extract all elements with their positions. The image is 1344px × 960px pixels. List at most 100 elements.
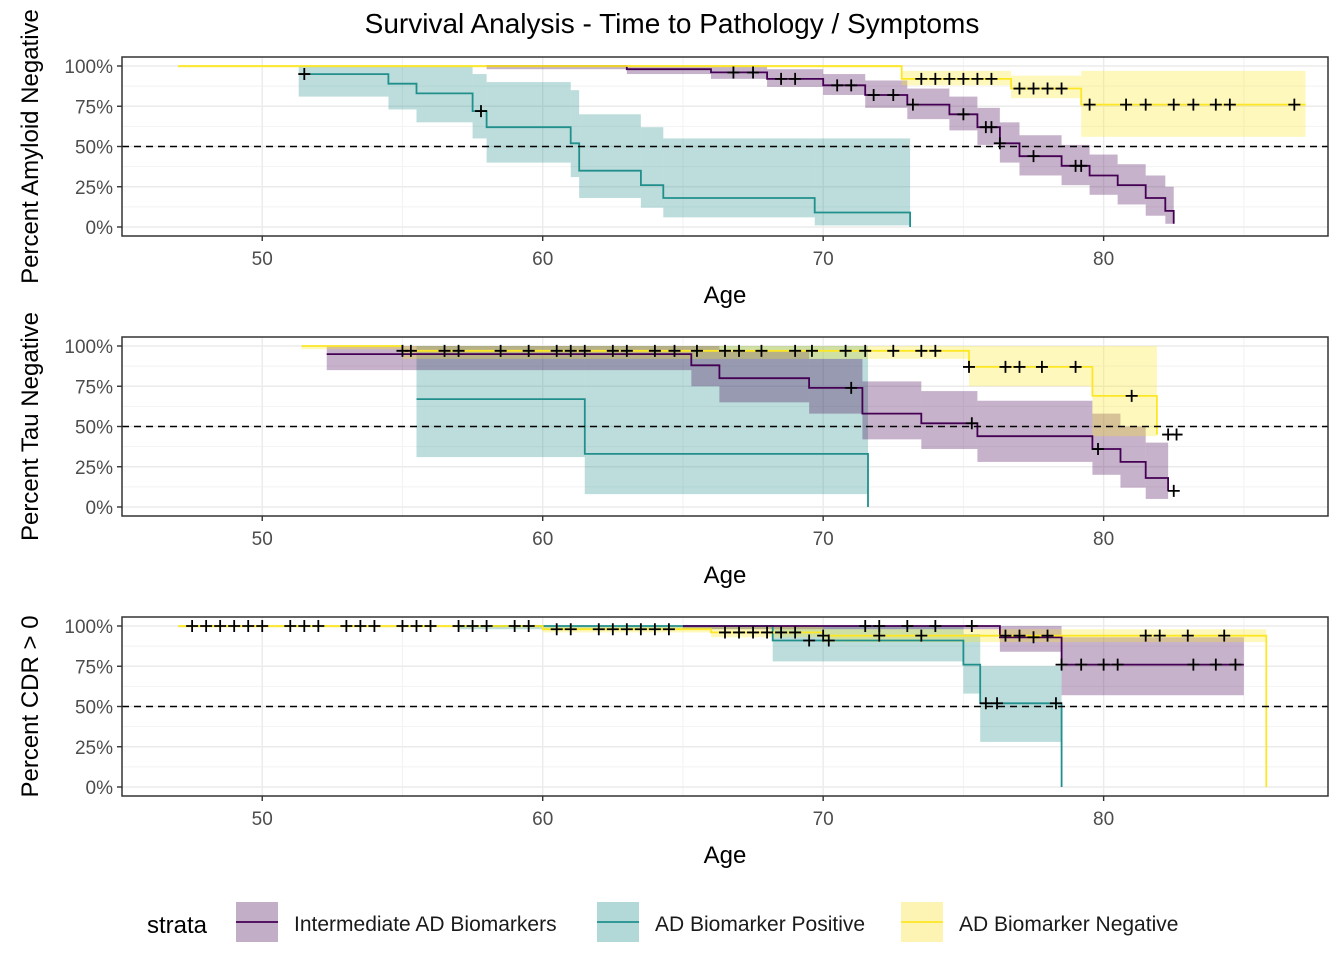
censor-mark [867,88,880,101]
censor-mark [789,344,802,357]
censor-mark [404,344,417,357]
ci-band [486,66,627,70]
survival-line-ad-biomarker-positive [458,625,1063,787]
censor-mark [873,629,886,642]
legend-item-intermediate-ad-biomarkers: Intermediate AD Biomarkers [236,902,557,942]
y-tick-label: 25% [75,178,113,199]
ci-band [298,66,389,97]
censor-mark [1170,428,1183,441]
censor-mark [1055,658,1068,671]
censor-mark [719,626,731,639]
y-tick-label: 100% [64,337,113,358]
censor-mark [522,620,535,632]
censor-mark [965,620,978,632]
ci-band [579,114,641,199]
x-tick-label: 80 [1093,249,1114,270]
censor-mark [606,344,619,357]
censor-mark [999,360,1012,373]
censor-mark [1125,389,1138,402]
censor-mark [906,98,919,111]
survival-line-intermediate-ad-biomarkers [326,353,1169,491]
censor-mark [747,626,760,639]
censor-mark [817,629,830,642]
ci-band [862,381,922,440]
y-tick-label: 75% [75,97,113,118]
censor-mark [424,620,437,632]
ci-band [458,626,773,630]
y-tick-label: 50% [75,138,113,159]
censor-mark [466,620,479,632]
legend-item-ad-biomarker-positive: AD Biomarker Positive [597,902,865,942]
panels: 0% 25% 50% 75% 100% 50 60 70 80 Age Percent Amyloi… [17,9,1329,869]
series-ad-biomarker-positive [416,346,869,495]
censor-mark [634,623,647,636]
censor-mark [368,620,381,632]
censor-mark [1027,82,1040,95]
censor-mark [578,344,591,357]
censor-mark [831,79,844,92]
censor-mark [1139,98,1152,111]
censor-mark [845,79,858,92]
censor-mark [845,381,858,394]
ci-band [584,346,869,495]
censor-mark [668,344,681,357]
censor-mark [396,620,409,632]
ci-band [388,66,417,110]
y-tick-label: 25% [75,738,113,759]
ci-band [921,391,978,450]
censor-mark [200,620,213,632]
panel-1: 0% 25% 50% 75% 100% 50 60 70 80 Age Percent Amyloi… [17,9,1329,309]
censor-mark [929,72,942,85]
censor-mark [1288,98,1301,111]
censor-mark [1181,629,1194,642]
censor-mark [1013,629,1026,642]
y-axis-label: Percent Tau Negative [17,312,44,541]
y-axis-label: Percent Amyloid Negative [17,9,44,284]
ci-band [640,127,664,208]
ci-band [1145,175,1166,216]
ci-band [402,346,970,359]
ci-band [1011,75,1082,99]
series-intermediate-ad-biomarkers [326,346,1169,499]
legend-label: Intermediate AD Biomarkers [294,913,557,936]
censor-mark [733,626,746,639]
censor-mark [733,344,746,357]
censor-mark [592,623,605,636]
censor-mark [452,344,465,357]
censor-mark [410,620,423,632]
censor-mark [1041,82,1054,95]
censor-mark [1055,82,1068,95]
censor-mark [1218,629,1231,642]
censor-mark [859,620,872,632]
censor-mark [1139,629,1152,642]
ci-band [570,90,580,178]
ci-band [814,138,911,226]
y-tick-label: 0% [86,778,114,799]
censor-mark [963,360,976,373]
censor-mark [1013,82,1026,95]
ci-band [1165,186,1174,224]
censor-mark [915,72,928,85]
censor-mark [564,623,577,636]
y-tick-label: 75% [75,377,113,398]
censor-mark [256,620,269,632]
censor-mark [494,344,507,357]
censor-mark [1049,697,1062,710]
censor-mark [915,344,928,357]
censor-mark [1187,658,1200,671]
censor-mark [1092,443,1105,456]
censor-mark [887,344,900,357]
survival-line-ad-biomarker-positive [416,398,869,507]
censor-mark [1075,159,1088,172]
censor-mark [1167,484,1180,497]
censor-mark [1209,658,1222,671]
censor-mark [915,629,928,642]
ci-band [416,346,585,458]
censor-mark [354,620,367,632]
y-tick-label: 0% [86,498,114,519]
x-tick-label: 70 [813,809,834,830]
ci-band [1061,637,1244,696]
censor-mark [550,344,563,357]
censor-mark [284,620,297,632]
censor-mark [1027,150,1040,163]
